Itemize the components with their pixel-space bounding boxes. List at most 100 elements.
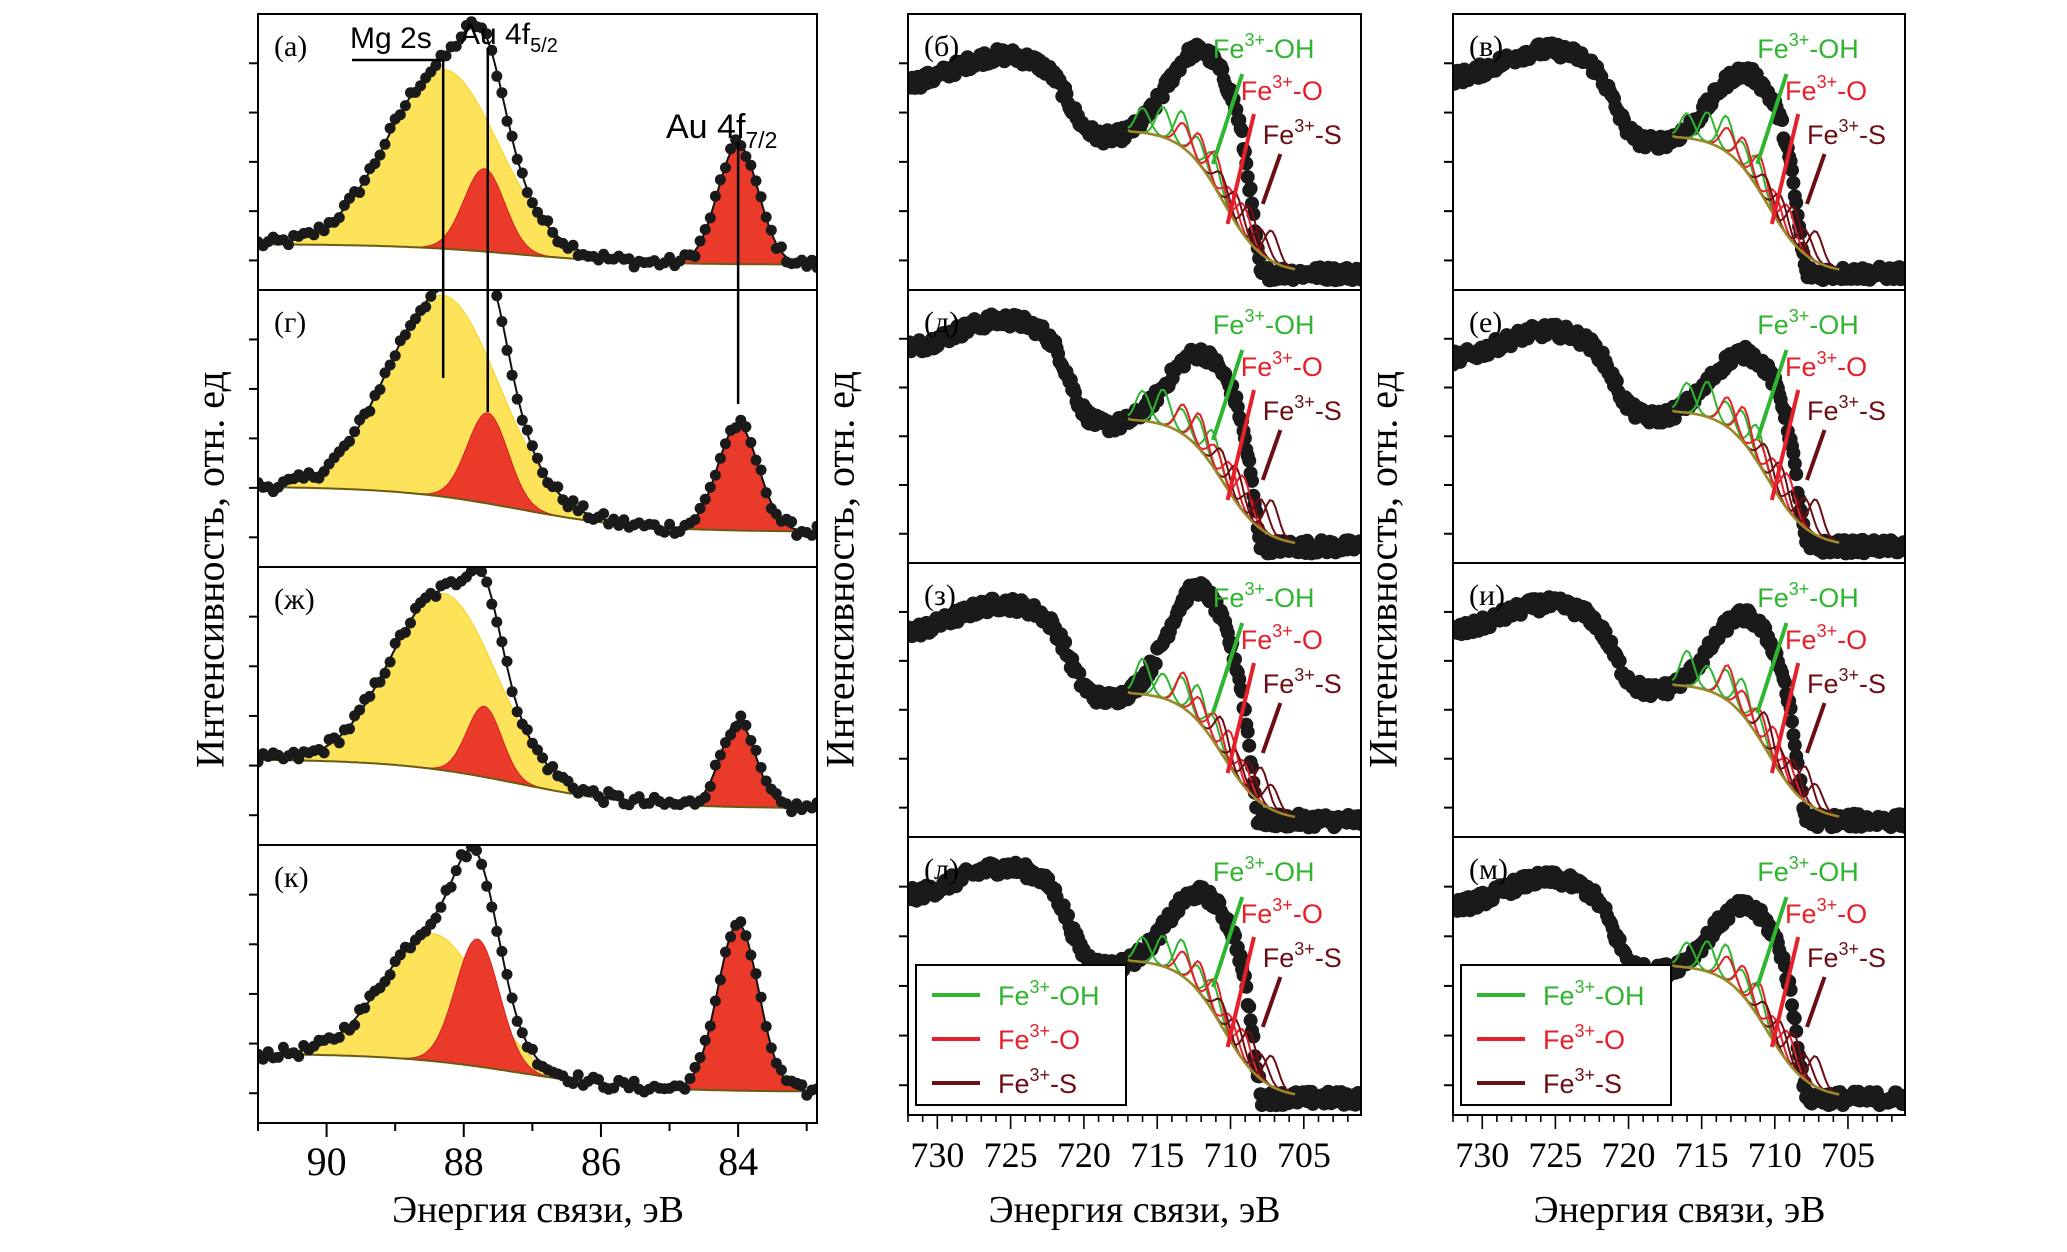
data-points xyxy=(1453,36,1905,288)
fe-o-pointer xyxy=(1769,936,1801,1048)
data-point xyxy=(694,1052,706,1063)
fe-s-pointer xyxy=(1260,702,1283,754)
data-points xyxy=(258,567,817,818)
fit-components xyxy=(1671,111,1840,271)
fit-components xyxy=(1127,935,1296,1096)
data-point xyxy=(745,735,757,746)
fe-o-multiplet-line xyxy=(1127,691,1296,818)
x-tick-label: 730 xyxy=(1455,1135,1509,1175)
data-point xyxy=(333,737,345,749)
data-point xyxy=(1775,113,1790,127)
data-point xyxy=(481,880,493,892)
data-point xyxy=(521,724,533,736)
fit-components xyxy=(1127,389,1296,545)
fe-s-multiplet-line xyxy=(1672,409,1840,544)
data-point xyxy=(471,845,482,856)
fe-s-pointer xyxy=(1805,976,1827,1028)
data-point xyxy=(552,481,564,493)
data-point xyxy=(374,149,386,161)
fe-o-multiplet-line xyxy=(1127,417,1296,544)
data-point xyxy=(511,153,523,165)
data-point xyxy=(1612,653,1627,668)
data-point xyxy=(435,901,447,913)
x-tick-label: 710 xyxy=(1748,1135,1802,1175)
data-point xyxy=(420,301,432,313)
data-point xyxy=(430,912,442,924)
data-point xyxy=(598,797,610,808)
au4f52-label: Au 4f5/2 xyxy=(460,18,558,57)
data-point xyxy=(740,930,752,942)
x-tick-label: 730 xyxy=(910,1135,964,1175)
data-point xyxy=(364,405,376,417)
fe-s-pointer xyxy=(1805,702,1827,754)
fe-oh-label: Fe3+-OH xyxy=(1213,853,1315,887)
data-point xyxy=(765,1042,777,1054)
fe-oh-label: Fe3+-OH xyxy=(1213,306,1315,340)
panel-label: (л) xyxy=(924,853,959,886)
component-annotations: Fe3+-OH Fe3+-O Fe3+-S xyxy=(1211,853,1342,1048)
data-point xyxy=(735,710,747,722)
panel-ж: (ж) xyxy=(249,566,818,846)
data-point xyxy=(740,151,752,162)
fe-s-pointer xyxy=(1260,153,1283,205)
data-point xyxy=(725,729,737,741)
data-point xyxy=(455,31,467,43)
data-point xyxy=(532,452,543,464)
data-point xyxy=(704,1020,716,1032)
background-line xyxy=(258,243,817,266)
fe-oh-pointer xyxy=(1755,622,1789,714)
data-point xyxy=(750,175,762,187)
data-point xyxy=(450,40,462,52)
data-point xyxy=(511,706,523,718)
fe-s-label: Fe3+-S xyxy=(1263,665,1342,699)
data-point xyxy=(720,162,731,174)
data-point xyxy=(1673,680,1688,694)
y-axis-title-middle: Интенсивность, отн. ед xyxy=(817,371,863,768)
data-point xyxy=(567,1078,579,1089)
data-point xyxy=(1243,181,1258,196)
data-point xyxy=(496,945,508,957)
fe-o-label: Fe3+-O xyxy=(1785,621,1867,655)
x-tick-label: 725 xyxy=(1528,1135,1582,1175)
fit-components xyxy=(1127,106,1296,271)
data-point xyxy=(1245,473,1259,488)
fe-s-multiplet-line xyxy=(1672,683,1840,818)
data-point xyxy=(456,266,467,277)
data-point xyxy=(745,949,757,961)
data-point xyxy=(399,100,411,112)
fe-s-multiplet-line xyxy=(1127,691,1296,818)
component-annotations: Fe3+-OH Fe3+-O Fe3+-S xyxy=(1755,306,1886,501)
data-point xyxy=(1786,175,1801,190)
x-tick-label: 710 xyxy=(1204,1135,1258,1175)
fe-o-label: Fe3+-O xyxy=(1241,621,1323,655)
background-line xyxy=(1127,417,1296,545)
data-point xyxy=(486,598,498,610)
data-point xyxy=(704,481,716,493)
data-point xyxy=(720,737,731,749)
data-point xyxy=(379,667,391,679)
data-point xyxy=(1898,536,1905,550)
data-point xyxy=(775,241,787,253)
data-point xyxy=(389,350,401,362)
data-point xyxy=(567,239,579,251)
fe-s-multiplet-line xyxy=(1127,691,1296,818)
data-point xyxy=(1779,405,1794,420)
x-axis-title-middle: Энергия связи, эВ xyxy=(988,1189,1281,1231)
data-point xyxy=(486,44,498,56)
data-point xyxy=(430,590,442,602)
fe-s-label: Fe3+-S xyxy=(1263,939,1342,973)
chart-column-1: (а) (г) (ж) (к) 90 88 86 84 xyxy=(249,13,818,1184)
data-point xyxy=(735,916,747,928)
panel-д: Fe3+-OH Fe3+-O Fe3+-S (д) xyxy=(899,289,1362,564)
data-point xyxy=(471,255,482,266)
data-point xyxy=(699,224,711,235)
data-point xyxy=(664,251,676,263)
x-axis: 730 725 720 715 710 705 xyxy=(907,1115,1349,1175)
data-point xyxy=(1785,163,1799,178)
plot-area xyxy=(908,855,1361,1113)
plot-area xyxy=(908,307,1361,561)
fe-oh-pointer xyxy=(1755,896,1789,988)
data-point xyxy=(384,656,396,668)
data-point xyxy=(369,158,381,170)
